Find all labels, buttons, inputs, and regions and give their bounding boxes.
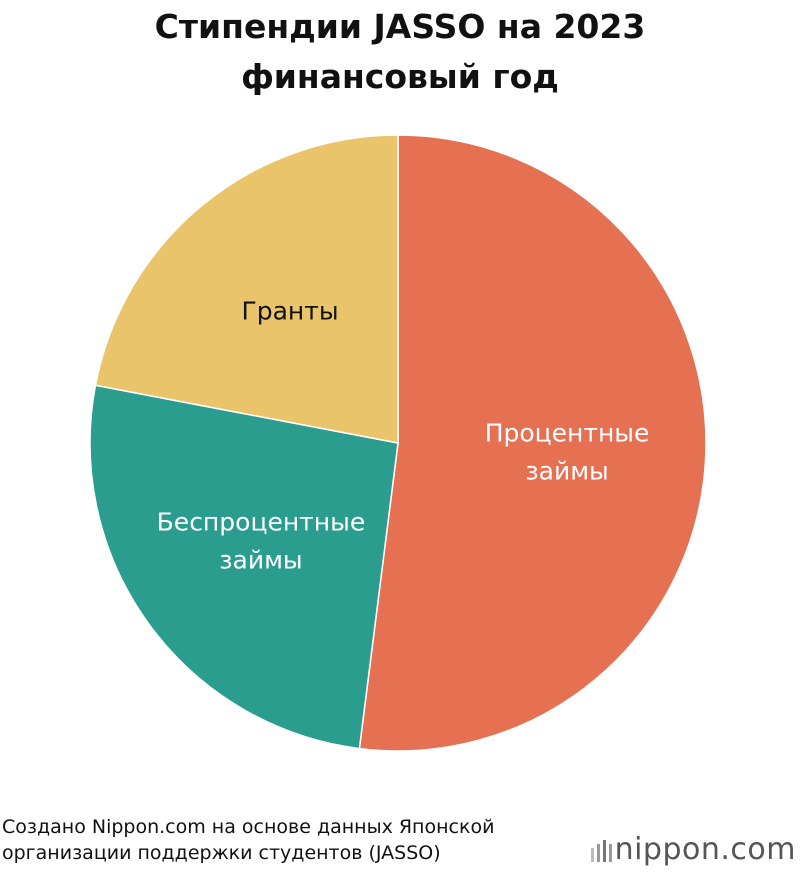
source-note: Создано Nippon.com на основе данных Япон… (2, 816, 495, 864)
logo: nippon.com (614, 832, 796, 867)
chart-title: Стипендии JASSO на 2023 финансовый год (154, 7, 646, 96)
slice-label: Гранты (241, 296, 338, 325)
chart: Процентные займы Беспроцентные займы Гранты (89, 134, 707, 752)
logo-icon (591, 840, 612, 862)
pie-slice (94, 134, 399, 444)
slice-label: Процентные займы (485, 419, 650, 486)
pie-slice (358, 134, 707, 752)
pie-slice (89, 384, 399, 750)
slice-label: Беспроцентные займы (157, 508, 366, 575)
